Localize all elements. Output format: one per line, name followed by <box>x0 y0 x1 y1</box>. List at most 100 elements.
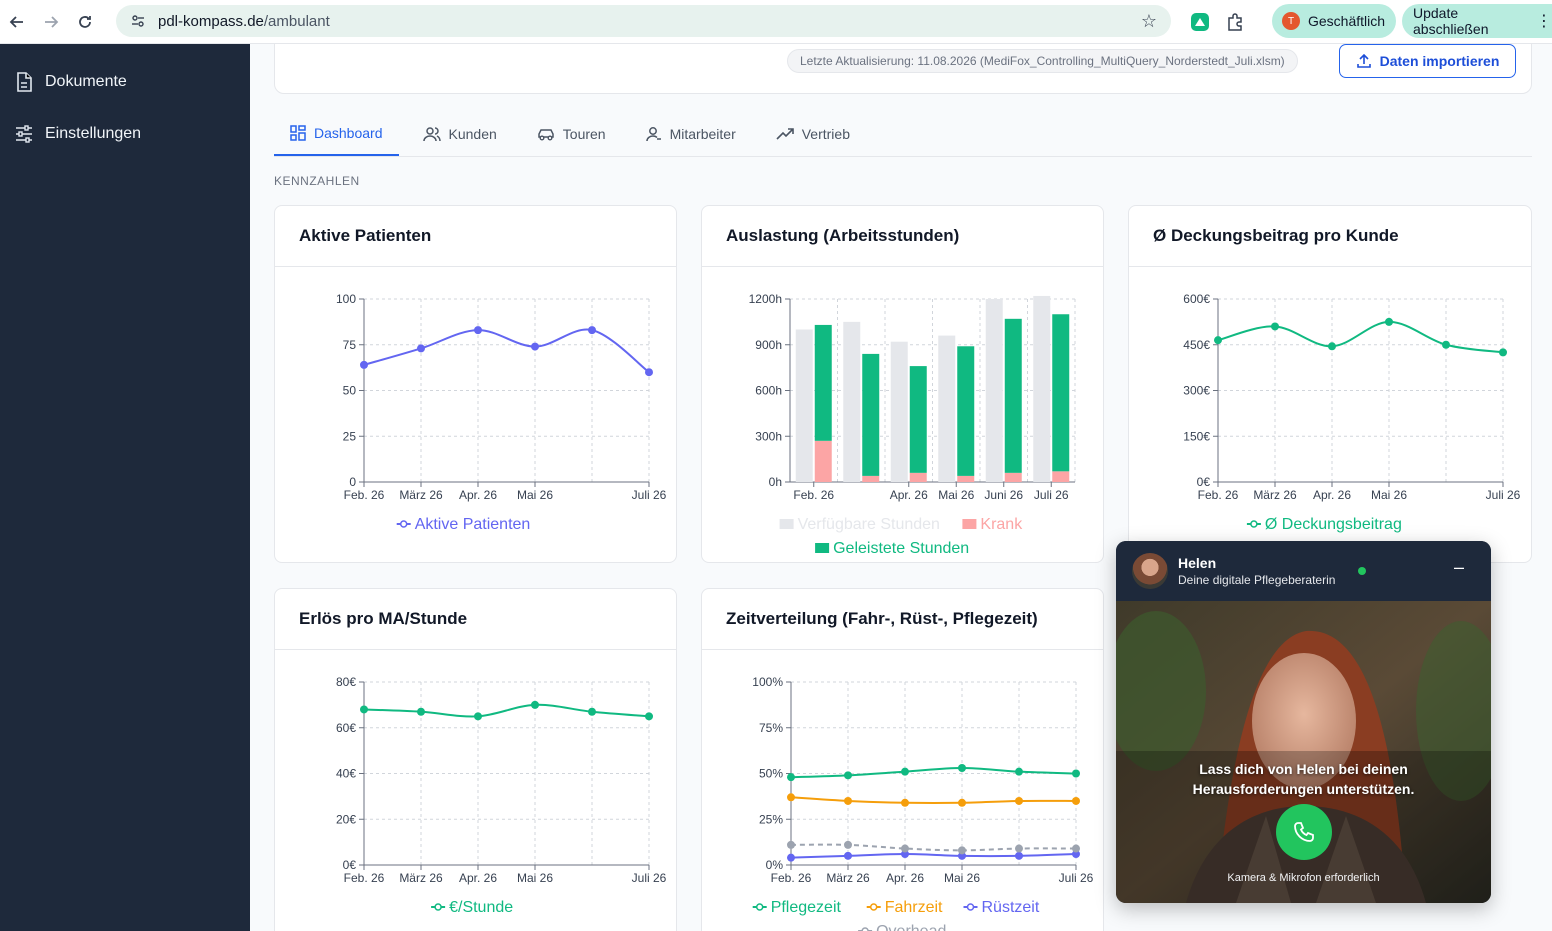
chart-title: Zeitverteilung (Fahr-, Rüst-, Pflegezeit… <box>726 609 1038 628</box>
chart-title: Auslastung (Arbeitsstunden) <box>726 226 960 245</box>
bar-geleistet <box>1004 318 1022 473</box>
update-button[interactable]: Update abschließen ⋮ <box>1402 4 1552 38</box>
assistant-name: Helen <box>1178 555 1217 571</box>
data-point <box>1015 767 1023 776</box>
bars <box>795 295 1070 482</box>
tab-touren[interactable]: Touren <box>521 112 622 156</box>
data-point <box>844 840 852 849</box>
series-line <box>790 843 1077 852</box>
tab-vertrieb[interactable]: Vertrieb <box>760 112 866 156</box>
legend-item: Rüstzeit <box>963 899 1040 916</box>
assistant-header: Helen Deine digitale Pflegeberaterin – <box>1116 541 1491 601</box>
extension-icon[interactable] <box>1187 9 1213 35</box>
trending-up-icon <box>776 128 794 140</box>
data-point <box>417 344 425 353</box>
y-tick-label: 450€ <box>1183 338 1210 352</box>
data-point <box>1328 342 1336 351</box>
bookmark-star-icon[interactable]: ☆ <box>1140 11 1157 31</box>
tab-mitarbeiter[interactable]: Mitarbeiter <box>630 112 752 156</box>
data-point <box>360 360 368 369</box>
y-tick-label: 150€ <box>1183 429 1210 443</box>
x-tick-label: Mai 26 <box>1371 488 1407 502</box>
y-tick-label: 0% <box>766 858 784 872</box>
data-point <box>1072 850 1080 859</box>
legend: €/Stunde <box>431 899 513 916</box>
bar-geleistet <box>862 353 880 476</box>
assistant-video <box>1116 601 1491 903</box>
y-tick-label: 75% <box>759 721 783 735</box>
x-tick-label: Feb. 26 <box>771 871 812 885</box>
x-tick-label: Mai 26 <box>938 488 974 502</box>
last-update-badge: Letzte Aktualisierung: 11.08.2026 (MediF… <box>787 49 1298 73</box>
y-tick-label: 600h <box>755 384 782 398</box>
data-point <box>1499 348 1507 357</box>
data-point <box>588 326 596 335</box>
call-button[interactable] <box>1276 804 1332 860</box>
section-label: KENNZAHLEN <box>274 174 360 188</box>
back-button[interactable] <box>0 5 34 39</box>
tab-label: Kunden <box>448 126 497 142</box>
legend-item: Aktive Patienten <box>396 516 530 533</box>
data-point <box>901 767 909 776</box>
x-tick-label: Feb. 26 <box>344 871 385 885</box>
legend-label: Pflegezeit <box>771 899 842 916</box>
extensions-puzzle-icon[interactable] <box>1222 9 1248 35</box>
y-tick-label: 75 <box>343 338 357 352</box>
data-point <box>645 712 653 721</box>
assistant-subtitle: Deine digitale Pflegeberaterin <box>1178 573 1336 587</box>
x-tick-label: März 26 <box>399 871 443 885</box>
data-point <box>958 798 966 807</box>
x-tick-label: Juli 26 <box>632 871 667 885</box>
data-point <box>1015 844 1023 853</box>
y-tick-label: 1200h <box>749 292 782 306</box>
sidebar-item-einstellungen[interactable]: Einstellungen <box>0 108 250 160</box>
y-tick-label: 100 <box>336 292 356 306</box>
series-fahrzeit <box>787 793 1080 807</box>
grid-icon <box>290 125 306 141</box>
tab-kunden[interactable]: Kunden <box>407 112 513 156</box>
reload-button[interactable] <box>68 5 102 39</box>
y-tick-label: 50 <box>343 384 357 398</box>
minimize-button[interactable]: – <box>1454 557 1465 577</box>
data-point <box>531 700 539 709</box>
data-point <box>958 764 966 773</box>
assistant-message-line: Herausforderungen unterstützen. <box>1192 781 1415 797</box>
tab-dashboard[interactable]: Dashboard <box>274 112 399 156</box>
site-settings-icon[interactable] <box>126 9 150 33</box>
update-label: Update abschließen <box>1413 5 1489 37</box>
legend: Ø Deckungsbeitrag <box>1246 516 1402 533</box>
x-tick-label: Apr. 26 <box>886 871 924 885</box>
series-line <box>1217 320 1504 354</box>
sidebar: Dokumente Einstellungen <box>0 44 250 931</box>
y-tick-label: 300€ <box>1183 384 1210 398</box>
kebab-menu-icon[interactable]: ⋮ <box>1536 13 1552 30</box>
legend-label: €/Stunde <box>449 899 513 916</box>
data-point <box>901 844 909 853</box>
sidebar-item-dokumente[interactable]: Dokumente <box>0 56 250 108</box>
profile-avatar: T <box>1282 12 1300 30</box>
address-bar[interactable]: pdl-kompass.de/ambulant ☆ <box>116 5 1171 37</box>
import-data-button[interactable]: Daten importieren <box>1339 44 1516 78</box>
bar-geleistet <box>909 366 927 473</box>
x-tick-label: März 26 <box>399 488 443 502</box>
y-tick-label: 0 <box>349 475 356 489</box>
data-point <box>787 793 795 802</box>
y-tick-label: 40€ <box>336 767 356 781</box>
data-point <box>901 798 909 807</box>
data-point <box>787 853 795 862</box>
y-tick-label: 0€ <box>343 858 357 872</box>
tab-label: Mitarbeiter <box>669 126 736 142</box>
bar-krank <box>1052 471 1070 482</box>
profile-button[interactable]: T Geschäftlich <box>1272 4 1396 38</box>
series-overhead <box>787 840 1080 855</box>
legend-item: Pflegezeit <box>752 899 842 916</box>
series-line <box>363 703 650 718</box>
document-icon <box>17 72 32 92</box>
legend-label: Ø Deckungsbeitrag <box>1265 516 1402 533</box>
forward-button[interactable] <box>34 5 68 39</box>
legend-label: Geleistete Stunden <box>833 540 969 557</box>
header-card: Letzte Aktualisierung: 11.08.2026 (MediF… <box>274 44 1532 94</box>
bar-krank <box>1004 472 1022 482</box>
arrow-right-icon <box>45 15 59 28</box>
tab-label: Vertrieb <box>801 126 850 142</box>
